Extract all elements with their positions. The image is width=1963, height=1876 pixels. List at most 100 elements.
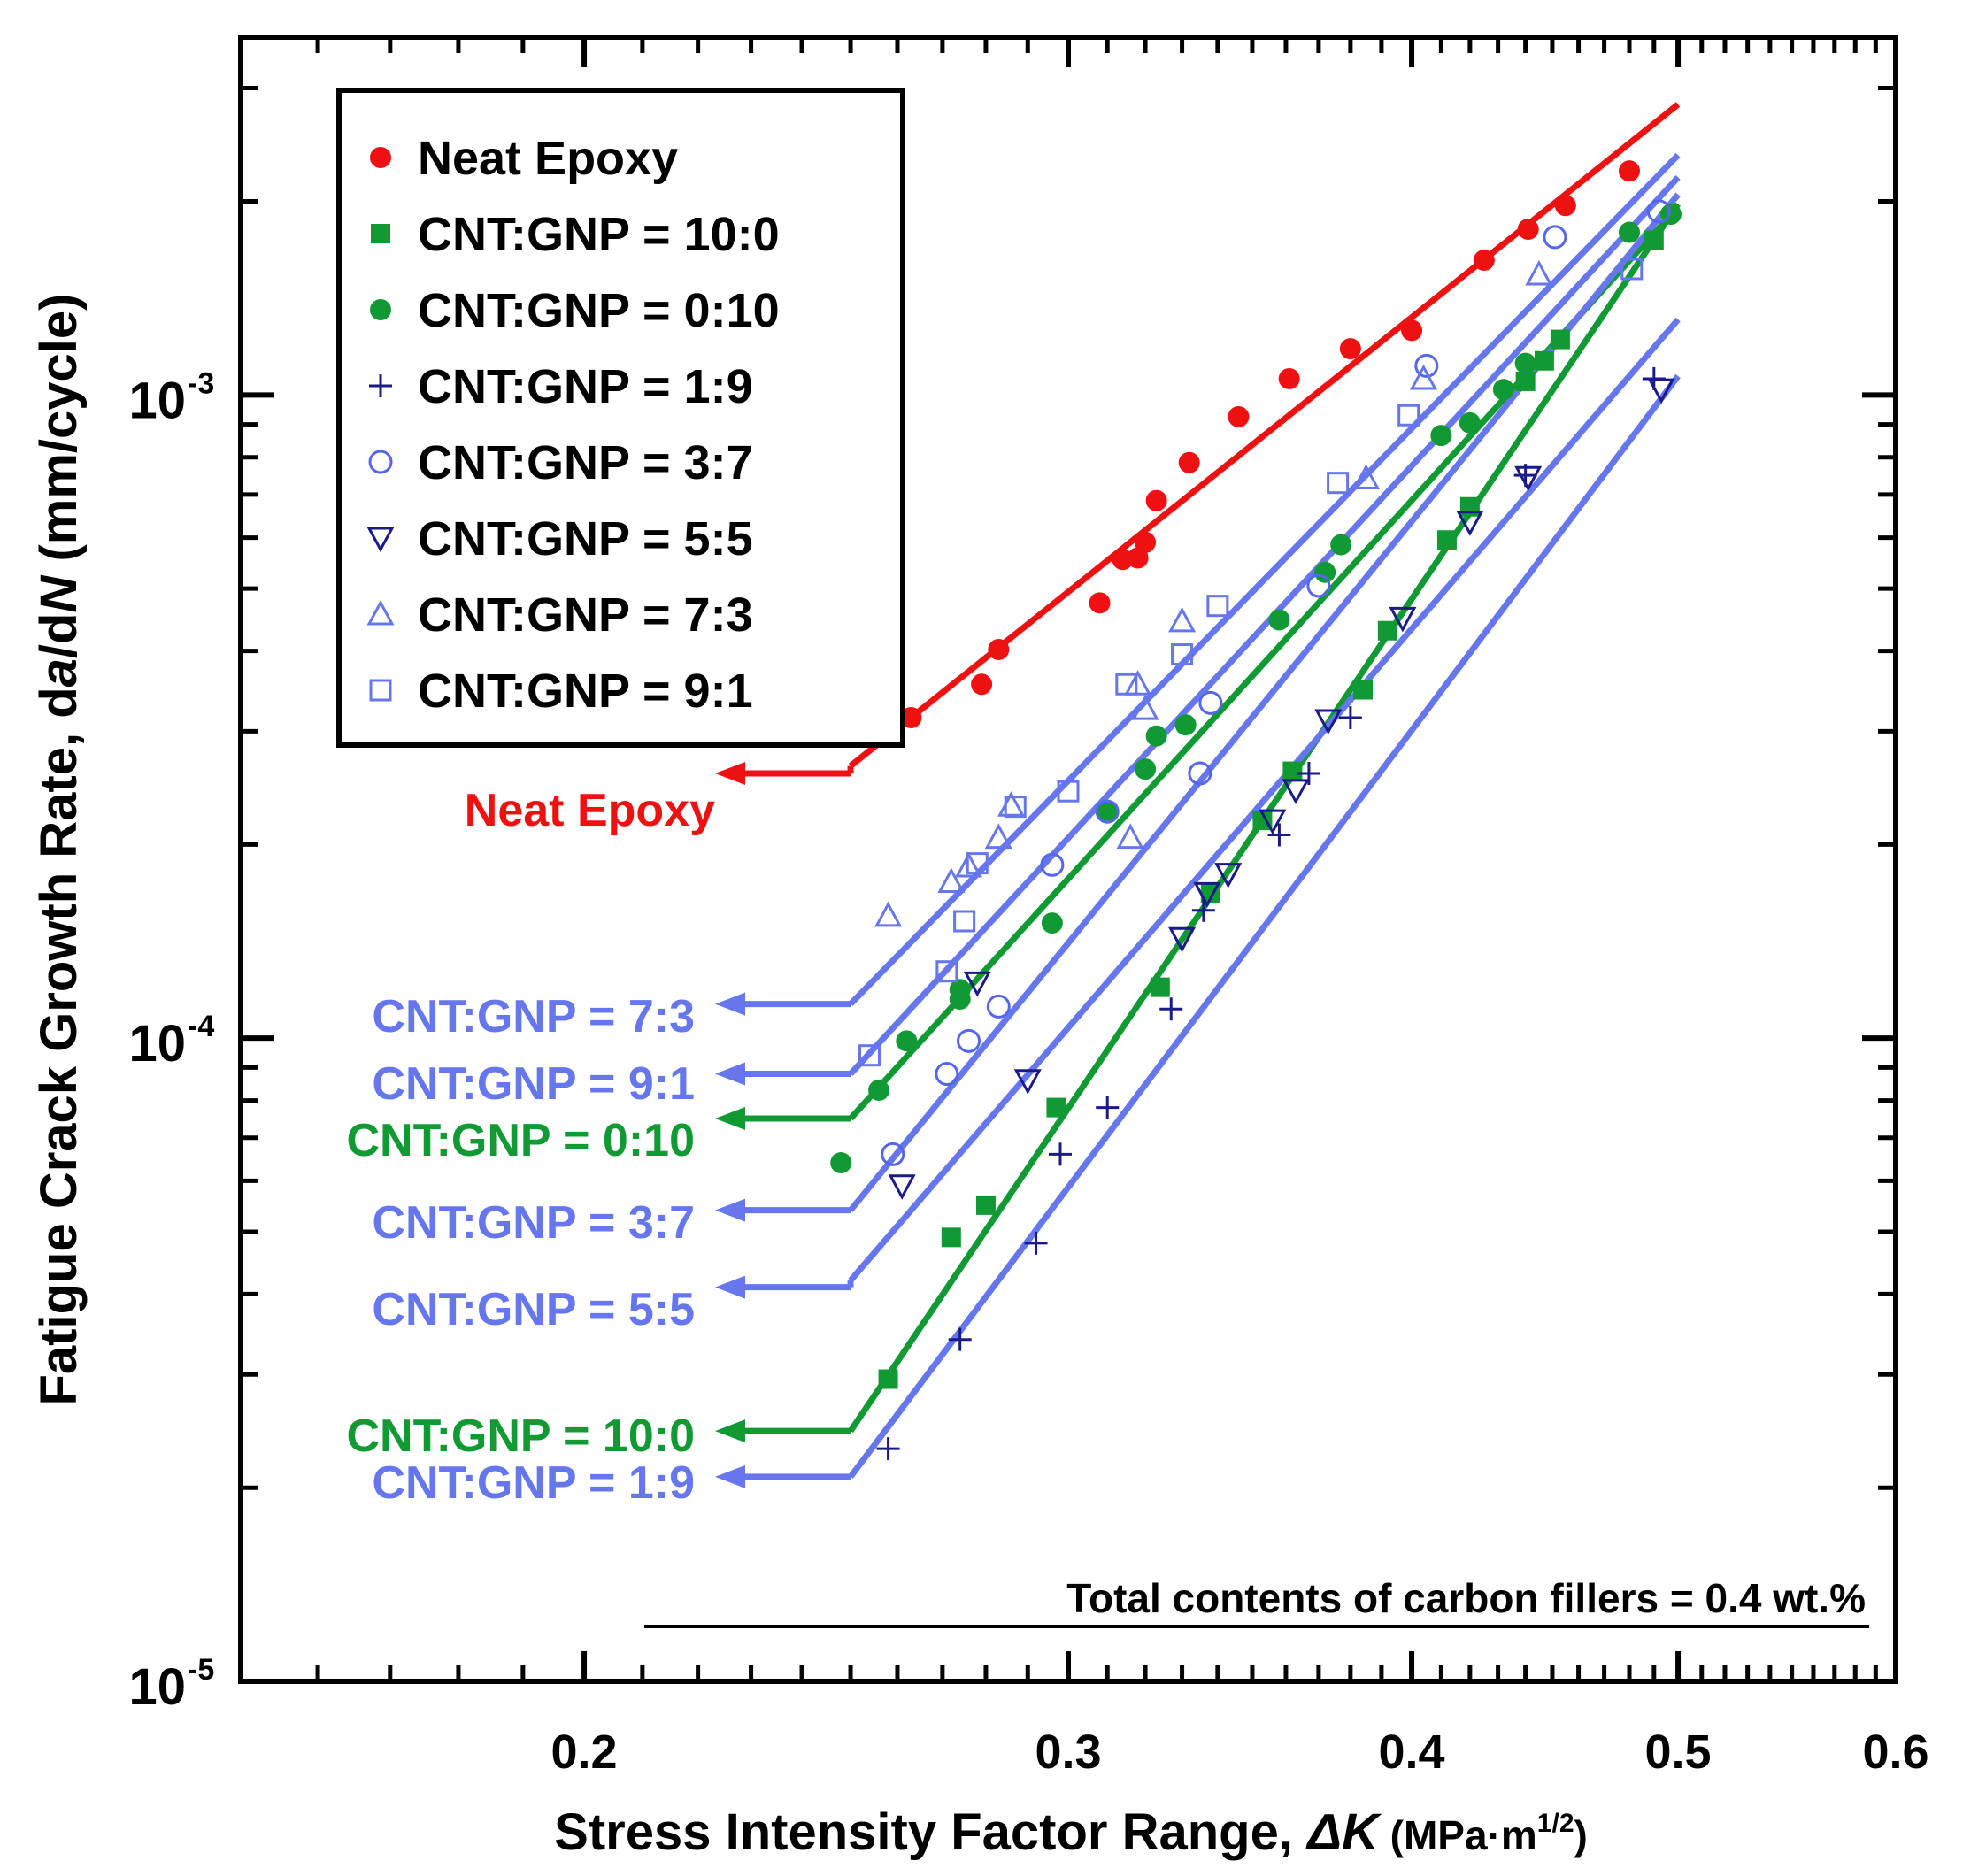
data-point <box>1040 852 1065 877</box>
data-point <box>1214 863 1243 888</box>
data-point <box>935 960 958 983</box>
data-point <box>1013 1069 1042 1095</box>
data-point <box>369 679 392 702</box>
series-label: CNT:GNP = 1:9 <box>372 1457 695 1509</box>
data-point <box>975 1195 996 1215</box>
data-point <box>1252 811 1273 831</box>
legend-entry: CNT:GNP = 7:3 <box>418 588 753 642</box>
data-point <box>1041 912 1063 934</box>
data-point <box>1646 199 1671 224</box>
data-point <box>1089 592 1111 614</box>
data-point <box>876 1437 900 1461</box>
data-point <box>1314 561 1336 583</box>
data-point <box>1352 680 1373 700</box>
data-point <box>1339 338 1361 360</box>
data-point <box>1024 1231 1048 1255</box>
fit-lines <box>848 102 1681 1479</box>
data-point <box>368 450 393 474</box>
data-point <box>949 979 971 1001</box>
data-point <box>370 147 391 168</box>
series-label: Neat Epoxy <box>465 785 715 836</box>
legend-entry: Neat Epoxy <box>418 132 678 185</box>
arrow-head <box>715 1465 745 1488</box>
data-point <box>1159 997 1183 1021</box>
arrow-head <box>715 1419 745 1443</box>
data-point <box>369 374 392 397</box>
data-point <box>1436 530 1457 550</box>
data-point <box>1171 643 1194 666</box>
data-point <box>948 1327 972 1351</box>
arrow-head <box>715 1198 745 1222</box>
data-point <box>1097 799 1119 821</box>
series-label: CNT:GNP = 0:10 <box>346 1115 695 1166</box>
data-point <box>1131 694 1159 720</box>
data-point <box>1004 796 1027 819</box>
data-point <box>1096 1096 1120 1119</box>
data-point <box>953 910 976 933</box>
data-point <box>1116 823 1144 850</box>
data-point <box>1492 379 1514 401</box>
fit-line <box>848 373 1681 1479</box>
data-point <box>1178 451 1200 473</box>
data-point <box>896 1030 918 1052</box>
legend-entry: CNT:GNP = 3:7 <box>418 436 753 489</box>
data-point <box>1198 690 1223 715</box>
data-point <box>1124 670 1152 696</box>
data-point <box>1330 534 1352 556</box>
data-point <box>1115 673 1138 696</box>
data-point <box>366 527 395 553</box>
data-point <box>1430 425 1452 447</box>
data-point <box>966 852 989 875</box>
data-point <box>971 673 993 696</box>
data-point <box>1525 259 1553 286</box>
data-point <box>1145 489 1167 511</box>
data-point <box>963 971 991 997</box>
legend-entry: CNT:GNP = 10:0 <box>418 208 780 261</box>
data-point <box>986 994 1011 1019</box>
fit-line <box>848 174 1681 1076</box>
data-point <box>1550 329 1570 350</box>
data-point <box>1620 258 1644 281</box>
data-point <box>1228 405 1250 427</box>
data-point <box>1459 411 1481 434</box>
y-tick-label: 10 <box>128 1658 186 1716</box>
arrow-head <box>715 1062 745 1086</box>
data-point <box>1459 496 1480 517</box>
data-point <box>1297 761 1320 785</box>
data-point <box>1401 319 1423 342</box>
data-point <box>1095 799 1120 824</box>
data-point <box>1473 250 1495 272</box>
data-point <box>1046 1097 1066 1118</box>
arrow-head <box>715 1106 745 1130</box>
data-point <box>1145 725 1167 747</box>
data-point <box>371 224 390 243</box>
x-tick-label: 0.3 <box>1035 1726 1101 1779</box>
y-axis-label: Fatigue Crack Growth Rate, da/dN (mm/cyc… <box>30 293 88 1405</box>
data-point <box>1278 367 1300 389</box>
data-point <box>370 299 391 320</box>
data-point <box>1191 898 1215 922</box>
legend-entry: CNT:GNP = 9:1 <box>418 665 753 718</box>
x-tick-label: 0.4 <box>1379 1726 1445 1779</box>
series-label: CNT:GNP = 7:3 <box>372 991 695 1042</box>
data-point <box>1135 758 1157 780</box>
data-point <box>868 1079 890 1101</box>
data-point <box>1168 606 1197 633</box>
data-point <box>1268 609 1290 631</box>
data-point <box>937 867 966 894</box>
y-tick-exponent: -4 <box>188 1010 214 1043</box>
annotation: Total contents of carbon fillers = 0.4 w… <box>644 1575 1869 1628</box>
data-point <box>1389 606 1417 633</box>
data-point <box>1647 378 1675 404</box>
y-tick-exponent: -5 <box>188 1653 214 1687</box>
data-point <box>1456 511 1484 536</box>
data-point <box>1150 977 1170 997</box>
data-point <box>1174 714 1197 736</box>
x-tick-label: 0.2 <box>551 1726 618 1779</box>
data-point <box>1515 371 1536 391</box>
data-point <box>1543 225 1567 250</box>
data-point <box>878 1369 898 1389</box>
data-point <box>1534 350 1554 371</box>
data-point <box>1397 404 1420 427</box>
data-point <box>955 851 983 878</box>
